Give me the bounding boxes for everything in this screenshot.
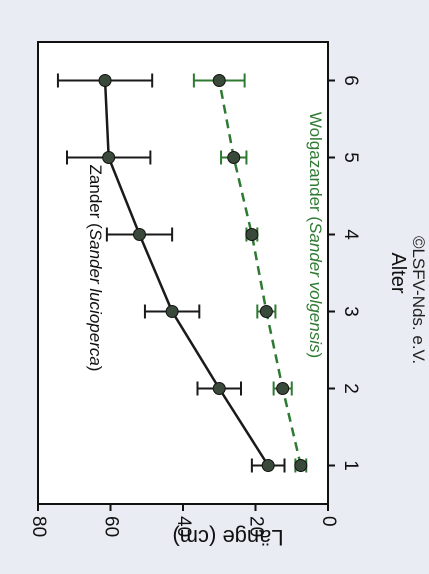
data-point-s1-2 — [276, 382, 290, 395]
series-label-zander-prefix: Zander ( — [86, 165, 105, 230]
series-label-zander-suffix: ) — [86, 366, 105, 372]
data-point-s1-3 — [259, 305, 273, 318]
series-label-wolgazander: Wolgazander (Sander volgensis) — [306, 112, 325, 358]
y-tick-label-80: 80 — [28, 516, 49, 537]
data-point-s1-4 — [245, 228, 259, 241]
data-point-s0-4 — [133, 228, 146, 241]
y-tick-label-20: 20 — [245, 516, 266, 537]
y-tick-label-0: 0 — [318, 516, 339, 527]
series-label-zander: Zander (Sander lucioperca) — [86, 165, 105, 372]
series-line-1 — [218, 80, 303, 466]
series-label-zander-italic: Sander lucioperca — [86, 229, 105, 366]
copyright-text: ©LSFV-Nds. e.V. — [409, 236, 428, 364]
data-point-s1-6 — [212, 74, 226, 87]
y-axis-title: Länge (cm) — [172, 525, 283, 550]
x-tick-label-5: 5 — [340, 152, 361, 163]
series-label-wolgazander-prefix: Wolgazander ( — [306, 112, 325, 223]
series-label-wolgazander-italic: Sander volgensis — [306, 222, 325, 353]
x-tick-label-6: 6 — [340, 75, 361, 86]
data-point-s0-6 — [98, 74, 112, 87]
data-point-s1-1 — [294, 459, 308, 472]
y-tick-label-40: 40 — [173, 516, 194, 537]
data-point-s0-5 — [102, 151, 116, 164]
series-label-wolgazander-suffix: ) — [306, 353, 325, 359]
x-axis-title: Alter — [387, 252, 409, 293]
x-tick-label-4: 4 — [340, 229, 361, 240]
y-tick-label-60: 60 — [100, 516, 121, 537]
data-point-s1-5 — [227, 151, 241, 164]
chart-marks — [56, 73, 308, 473]
series-line-0 — [103, 80, 270, 467]
axis-ticks: 0 20 40 60 80 1 2 3 4 5 6 — [28, 75, 361, 537]
data-point-s0-2 — [212, 382, 226, 395]
plot-area — [37, 41, 329, 505]
x-tick-label-3: 3 — [340, 306, 361, 317]
data-point-s0-1 — [261, 459, 275, 472]
x-tick-label-2: 2 — [340, 383, 361, 394]
x-tick-label-1: 1 — [340, 460, 361, 471]
data-point-s0-3 — [165, 305, 179, 318]
